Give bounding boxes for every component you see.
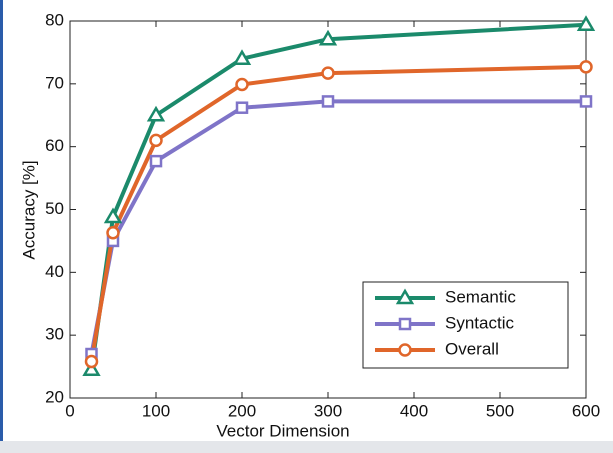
data-point xyxy=(235,101,249,114)
y-tick-label: 20 xyxy=(45,387,64,406)
legend-marker xyxy=(395,288,415,305)
x-tick-label: 0 xyxy=(65,401,74,420)
data-point xyxy=(321,66,335,80)
x-tick-label: 300 xyxy=(314,401,342,420)
data-point xyxy=(579,60,593,74)
window-footer xyxy=(0,441,613,453)
data-point xyxy=(318,29,338,46)
x-axis-label: Vector Dimension xyxy=(216,421,349,440)
legend-marker xyxy=(398,343,412,357)
data-point xyxy=(576,15,596,32)
window-edge xyxy=(0,0,3,453)
data-point xyxy=(106,225,120,240)
y-tick-label: 80 xyxy=(45,10,64,29)
x-tick-label: 500 xyxy=(486,401,514,420)
x-tick-label: 400 xyxy=(400,401,428,420)
y-tick-label: 70 xyxy=(45,73,64,92)
data-point xyxy=(82,360,101,376)
y-tick-label: 40 xyxy=(45,262,64,281)
y-axis-label: Accuracy [%] xyxy=(19,160,38,259)
y-tick-label: 60 xyxy=(45,136,64,155)
data-point xyxy=(146,105,166,122)
legend-label: Overall xyxy=(445,339,499,358)
legend-label: Syntactic xyxy=(445,313,514,332)
data-point xyxy=(84,354,99,369)
y-tick-label: 30 xyxy=(45,325,64,344)
data-point xyxy=(149,154,163,168)
data-point xyxy=(103,207,123,224)
legend-label: Semantic xyxy=(445,287,516,306)
data-point xyxy=(149,133,163,148)
x-tick-label: 100 xyxy=(142,401,170,420)
data-point xyxy=(232,49,252,65)
legend-marker xyxy=(398,317,412,331)
data-point xyxy=(579,95,593,108)
x-tick-label: 200 xyxy=(228,401,256,420)
y-tick-label: 50 xyxy=(45,199,64,218)
data-point xyxy=(321,95,335,108)
series-line xyxy=(89,64,587,362)
data-point xyxy=(235,77,249,92)
x-tick-label: 600 xyxy=(572,401,600,420)
